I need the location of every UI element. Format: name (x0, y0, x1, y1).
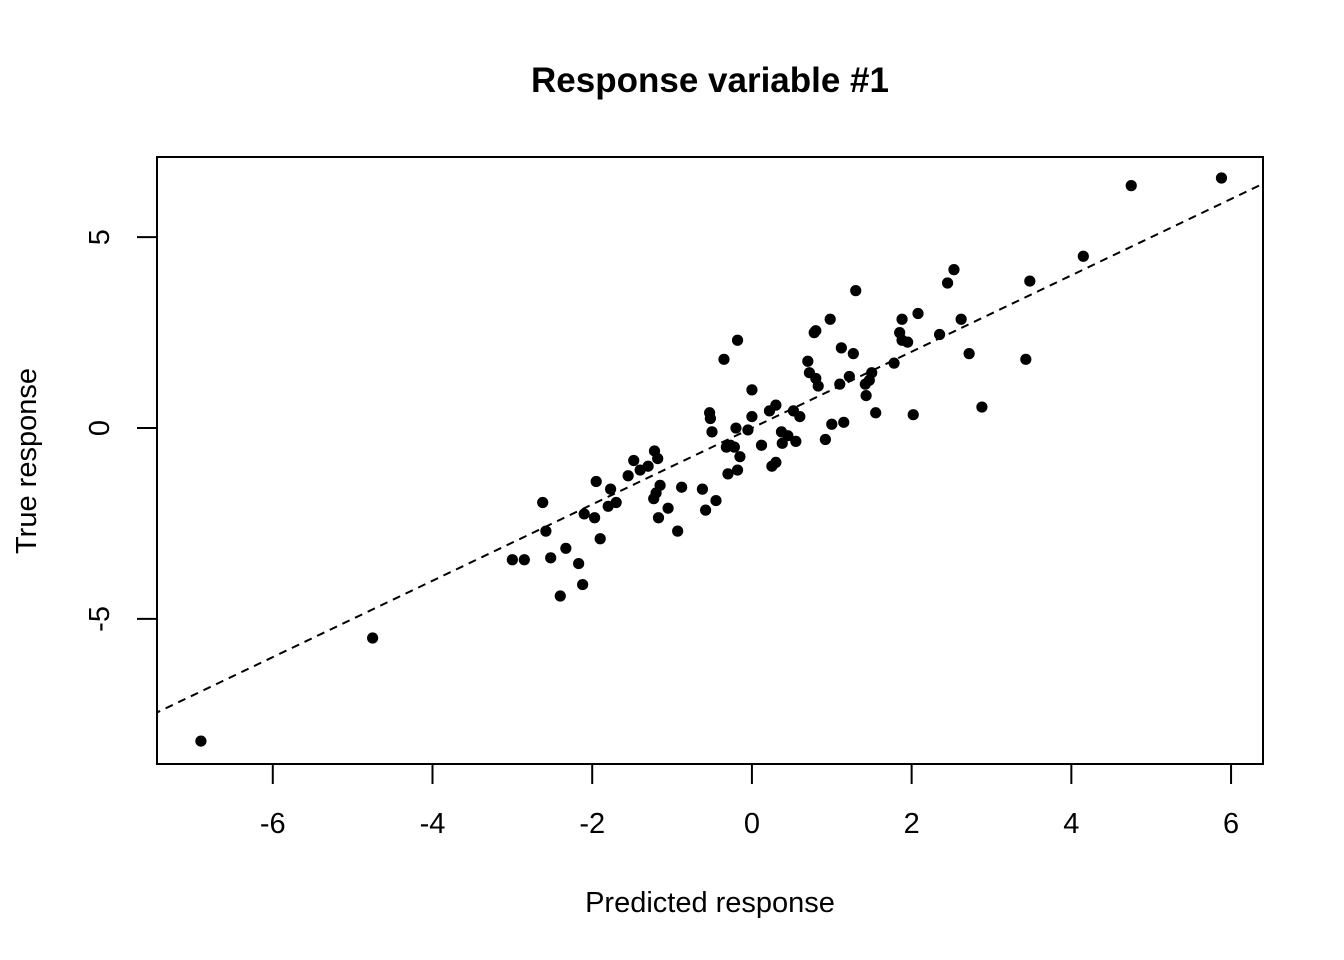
data-point (912, 307, 924, 320)
data-point (835, 342, 847, 354)
data-point (782, 430, 794, 442)
data-point (907, 409, 919, 421)
data-point (819, 433, 831, 446)
x-tick-label: 2 (904, 808, 920, 840)
data-point (976, 401, 988, 413)
data-point (834, 378, 846, 390)
data-point (652, 512, 665, 524)
x-tick-label: -6 (260, 808, 286, 840)
plot-area: -6 -4 -2 0 2 4 6 -5 0 5 (84, 156, 1264, 840)
data-point (810, 325, 822, 337)
reference-line (157, 182, 1263, 714)
data-point (838, 416, 850, 428)
data-point (755, 439, 768, 451)
data-point (902, 336, 914, 348)
data-point (1020, 353, 1032, 365)
y-tick-label: 5 (84, 229, 116, 245)
data-point (545, 552, 557, 564)
data-point (731, 464, 744, 476)
data-point (1125, 180, 1137, 192)
y-axis-label: True response (11, 368, 43, 554)
data-point (654, 479, 666, 491)
data-point (722, 468, 734, 480)
x-tick-label: -2 (579, 808, 605, 840)
data-point (826, 418, 838, 430)
data-point (662, 502, 674, 514)
data-point (604, 483, 617, 495)
data-point (843, 370, 855, 383)
data-point (696, 483, 709, 495)
data-point (742, 424, 754, 436)
data-point (676, 481, 688, 493)
data-point (537, 496, 549, 509)
y-tick-label: 0 (84, 420, 116, 436)
data-point (955, 313, 967, 325)
data-point (672, 525, 684, 537)
plot-frame (156, 156, 1264, 765)
data-point (730, 422, 742, 434)
data-point (710, 494, 722, 507)
data-point (770, 399, 782, 411)
data-point (195, 735, 207, 747)
data-point (700, 504, 712, 516)
data-point (573, 557, 585, 570)
data-point (847, 348, 859, 360)
data-point (933, 328, 946, 341)
data-point (770, 456, 782, 469)
data-point (706, 426, 718, 438)
data-point (518, 554, 530, 566)
x-tick-label: -4 (420, 808, 446, 840)
data-point (610, 496, 622, 509)
data-point (888, 357, 900, 369)
data-point (578, 508, 590, 520)
data-point (1077, 250, 1089, 262)
data-point (577, 578, 589, 591)
x-tick-label: 0 (744, 808, 760, 840)
x-axis-label: Predicted response (585, 887, 835, 919)
data-point (1215, 172, 1228, 184)
data-point (728, 441, 740, 453)
data-point (860, 390, 872, 402)
data-point (367, 632, 379, 644)
data-point (850, 285, 862, 297)
y-tick-label: -5 (84, 606, 116, 632)
data-point (554, 590, 566, 602)
data-point (794, 410, 806, 423)
data-point (746, 384, 758, 396)
data-point (812, 380, 824, 392)
data-point (622, 470, 634, 482)
data-point (1024, 275, 1036, 287)
data-point (870, 407, 882, 419)
data-point (866, 367, 878, 379)
data-point (540, 525, 552, 537)
x-tick-label: 6 (1223, 808, 1239, 840)
data-point (590, 475, 602, 488)
data-point (718, 353, 730, 365)
data-point (560, 542, 572, 554)
data-point (734, 451, 746, 463)
x-tick-label: 4 (1063, 808, 1079, 840)
data-point (963, 348, 975, 360)
data-point (594, 533, 606, 545)
data-point (704, 412, 716, 425)
data-point (746, 410, 758, 423)
data-point (628, 454, 640, 467)
data-point (896, 313, 908, 325)
data-point (652, 452, 664, 465)
data-point (642, 460, 654, 472)
chart-title: Response variable #1 (531, 61, 889, 100)
data-point (731, 334, 744, 346)
data-point (948, 264, 960, 276)
data-point (802, 355, 814, 367)
data-point (941, 277, 954, 289)
data-point (790, 435, 802, 448)
data-point (506, 554, 518, 566)
data-point (824, 313, 836, 325)
data-point (589, 512, 601, 524)
